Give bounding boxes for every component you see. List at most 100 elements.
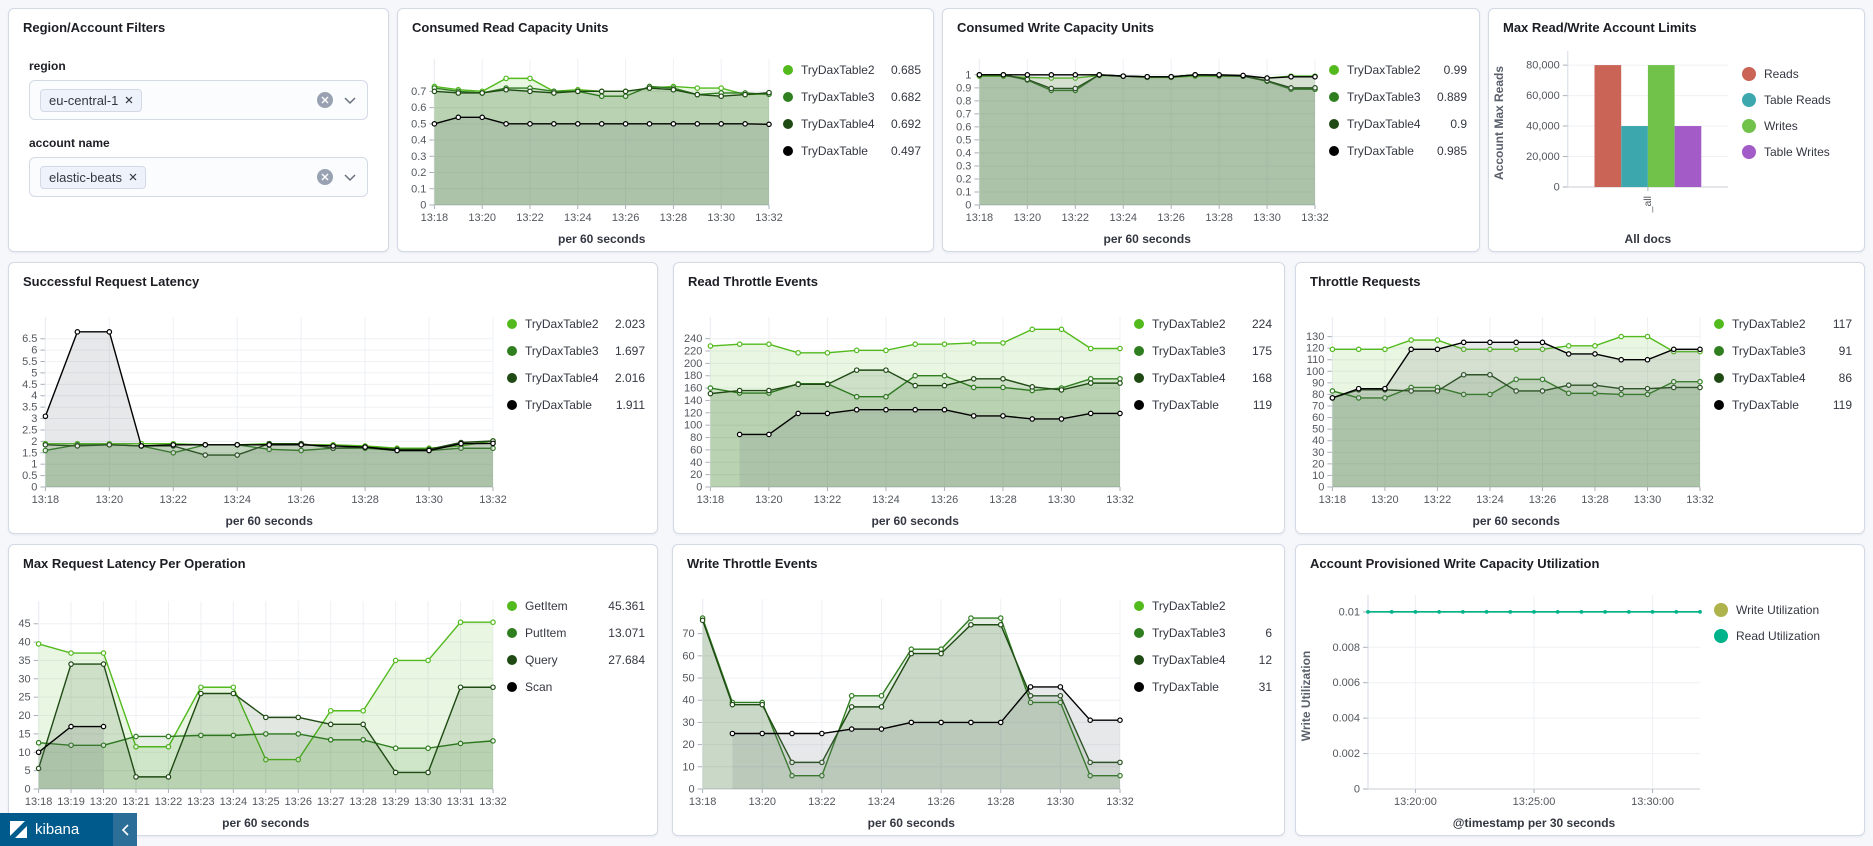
legend-item-putitem[interactable]: PutItem 13.071 — [507, 626, 645, 640]
legend-swatch-icon — [783, 65, 793, 75]
legend-item-reads[interactable]: Reads — [1742, 67, 1852, 81]
svg-text:20: 20 — [690, 469, 702, 481]
legend-item-trydaxtable2[interactable]: TryDaxTable2 0.685 — [783, 63, 921, 77]
legend-swatch-icon — [1742, 119, 1756, 133]
chart-legend: TryDaxTable2 117 TryDaxTable3 91 TryDaxTable… — [1714, 291, 1864, 533]
legend-item-read-utilization[interactable]: Read Utilization — [1714, 629, 1852, 643]
legend-item-trydaxtable4[interactable]: TryDaxTable4 0.692 — [783, 117, 921, 131]
legend-item-trydaxtable3[interactable]: TryDaxTable3 0.889 — [1329, 90, 1467, 104]
legend-item-trydaxtable2[interactable]: TryDaxTable2 — [1134, 599, 1272, 613]
account-pill[interactable]: elastic-beats — [40, 165, 146, 189]
legend-item-trydaxtable3[interactable]: TryDaxTable3 6 — [1134, 626, 1272, 640]
legend-item-trydaxtable3[interactable]: TryDaxTable3 0.682 — [783, 90, 921, 104]
svg-text:2: 2 — [31, 436, 37, 448]
legend-value: 86 — [1838, 371, 1852, 385]
legend-swatch-icon — [1714, 603, 1728, 617]
legend-item-trydaxtable4[interactable]: TryDaxTable4 86 — [1714, 371, 1852, 385]
legend-value: 31 — [1258, 680, 1272, 694]
svg-text:0: 0 — [1554, 182, 1560, 194]
legend-item-trydaxtable[interactable]: TryDaxTable 119 — [1134, 398, 1272, 412]
svg-text:100: 100 — [684, 420, 702, 432]
svg-text:per 60 seconds: per 60 seconds — [1104, 232, 1192, 246]
legend-item-table-writes[interactable]: Table Writes — [1742, 145, 1852, 159]
collapse-nav-button[interactable] — [113, 813, 137, 846]
svg-text:@timestamp per 30 seconds: @timestamp per 30 seconds — [1453, 816, 1616, 830]
legend-item-trydaxtable2[interactable]: TryDaxTable2 2.023 — [507, 317, 645, 331]
legend-item-trydaxtable4[interactable]: TryDaxTable4 0.9 — [1329, 117, 1467, 131]
svg-text:40: 40 — [690, 457, 702, 469]
clear-selection-icon[interactable] — [317, 92, 333, 108]
legend-item-trydaxtable2[interactable]: TryDaxTable2 224 — [1134, 317, 1272, 331]
svg-text:3: 3 — [31, 413, 37, 425]
legend-item-trydaxtable[interactable]: TryDaxTable 0.985 — [1329, 144, 1467, 158]
legend-swatch-icon — [1714, 373, 1724, 383]
legend-value: 117 — [1832, 317, 1852, 331]
write-throttle-chart[interactable]: 0 10 20 30 40 50 60 70 13:18 13:20 13:22 13:24 13:26… — [673, 573, 1134, 835]
region-pill[interactable]: eu-central-1 — [40, 88, 143, 112]
svg-text:13:30: 13:30 — [1047, 796, 1075, 808]
legend-item-trydaxtable3[interactable]: TryDaxTable3 175 — [1134, 344, 1272, 358]
region-combobox[interactable]: eu-central-1 — [29, 80, 368, 120]
legend-swatch-icon — [507, 346, 517, 356]
legend-item-trydaxtable3[interactable]: TryDaxTable3 91 — [1714, 344, 1852, 358]
chart-legend: TryDaxTable2 224 TryDaxTable3 175 TryDaxTabl… — [1134, 291, 1284, 533]
legend-value: 168 — [1251, 371, 1272, 385]
legend-item-trydaxtable2[interactable]: TryDaxTable2 0.99 — [1329, 63, 1467, 77]
legend-item-writes[interactable]: Writes — [1742, 119, 1852, 133]
latency-per-operation-chart[interactable]: 0 5 10 15 20 25 30 35 40 45 13:18 13:19 13:20 13:21 13… — [9, 573, 507, 835]
consumed-read-chart[interactable]: 0 0.1 0.2 0.3 0.4 0.5 0.6 0.7 13:18 13:20 13:22 13:… — [398, 37, 783, 251]
legend-item-trydaxtable4[interactable]: TryDaxTable4 168 — [1134, 371, 1272, 385]
legend-label: Table Writes — [1764, 145, 1830, 159]
legend-item-query[interactable]: Query 27.684 — [507, 653, 645, 667]
pill-remove-icon[interactable] — [129, 173, 137, 181]
panel-title: Throttle Requests — [1310, 274, 1421, 289]
legend-item-write-utilization[interactable]: Write Utilization — [1714, 603, 1852, 617]
svg-text:13:32: 13:32 — [1106, 494, 1134, 506]
svg-text:80: 80 — [1312, 389, 1324, 401]
svg-text:100: 100 — [1306, 366, 1324, 378]
legend-label: TryDaxTable — [1347, 144, 1414, 158]
legend-item-trydaxtable3[interactable]: TryDaxTable3 1.697 — [507, 344, 645, 358]
legend-value: 13.071 — [608, 626, 645, 640]
write-utilization-chart[interactable]: 0 0.002 0.004 0.006 0.008 0.01 13:20:00 13:25:0… — [1296, 573, 1714, 835]
legend-item-trydaxtable[interactable]: TryDaxTable 1.911 — [507, 398, 645, 412]
svg-text:13:24: 13:24 — [1109, 212, 1137, 224]
legend-label: TryDaxTable4 — [1732, 371, 1806, 385]
legend-swatch-icon — [783, 119, 793, 129]
pill-remove-icon[interactable] — [125, 96, 133, 104]
svg-text:0.4: 0.4 — [411, 135, 426, 147]
legend-item-table-reads[interactable]: Table Reads — [1742, 93, 1852, 107]
svg-text:13:32: 13:32 — [1106, 796, 1134, 808]
clear-selection-icon[interactable] — [317, 169, 333, 185]
legend-item-trydaxtable[interactable]: TryDaxTable 0.497 — [783, 144, 921, 158]
legend-item-trydaxtable2[interactable]: TryDaxTable2 117 — [1714, 317, 1852, 331]
svg-text:1: 1 — [965, 69, 971, 81]
legend-item-trydaxtable[interactable]: TryDaxTable 31 — [1134, 680, 1272, 694]
chart-legend: Reads Table Reads Writes Table Writes — [1742, 37, 1864, 251]
account-combobox[interactable]: elastic-beats — [29, 157, 368, 197]
kibana-home-link[interactable]: kibana — [0, 813, 113, 846]
panel-title: Read Throttle Events — [688, 274, 819, 289]
legend-item-trydaxtable[interactable]: TryDaxTable 119 — [1714, 398, 1852, 412]
chevron-down-icon[interactable] — [343, 170, 357, 184]
svg-text:220: 220 — [684, 345, 702, 357]
request-latency-chart[interactable]: 00.511.522.533.544.555.566.5 13:18 13:20 13… — [9, 291, 507, 533]
svg-text:13:30:00: 13:30:00 — [1631, 796, 1674, 808]
legend-item-trydaxtable4[interactable]: TryDaxTable4 12 — [1134, 653, 1272, 667]
legend-label: TryDaxTable — [1732, 398, 1799, 412]
account-limits-bar-chart[interactable]: 0 20,000 40,000 60,000 80,000 _all All docs Acc… — [1489, 37, 1742, 251]
legend-value: 224 — [1251, 317, 1272, 331]
legend-item-scan[interactable]: Scan — [507, 680, 645, 694]
panel-successful-request-latency: Successful Request Latency 0 0.5 1 1.5 2 2.5 3… — [8, 262, 658, 534]
svg-text:13:18: 13:18 — [1319, 494, 1347, 506]
chevron-down-icon[interactable] — [343, 93, 357, 107]
svg-text:40,000: 40,000 — [1526, 121, 1560, 133]
panel-write-capacity-utilization: Account Provisioned Write Capacity Utili… — [1295, 544, 1865, 836]
svg-text:0: 0 — [420, 200, 426, 212]
consumed-write-chart[interactable]: 0 0.10.20.30.40.50.60.70.80.91 13:18 13:20 1… — [943, 37, 1329, 251]
legend-item-trydaxtable4[interactable]: TryDaxTable4 2.016 — [507, 371, 645, 385]
legend-swatch-icon — [1714, 629, 1728, 643]
legend-item-getitem[interactable]: GetItem 45.361 — [507, 599, 645, 613]
